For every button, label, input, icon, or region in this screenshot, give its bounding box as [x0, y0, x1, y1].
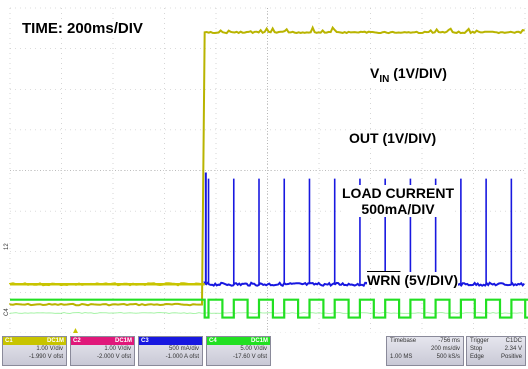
trigger-panel[interactable]: Trigger C1DC Stop 2.34 V Edge Positive — [466, 336, 526, 366]
ch4-noise — [9, 311, 524, 315]
channel-panel-c4[interactable]: C4 DC1M 5.00 V/div -17.60 V ofst — [206, 336, 271, 366]
load-label-line1: LOAD CURRENT — [342, 185, 454, 202]
load-label-line2: 500mA/DIV — [342, 201, 454, 218]
vin-trace — [9, 25, 525, 307]
time-per-div-label: TIME: 200ms/DIV — [22, 20, 143, 38]
load-current-baseline — [203, 280, 525, 288]
wrn-trace — [10, 298, 528, 319]
status-bar: C1 DC1M 1.00 V/div -1.990 V ofst C2 DC1M 1… — [0, 333, 528, 369]
out-trace-label: OUT (1V/DIV) — [349, 130, 437, 147]
wrn-trace-label: WRN (5V/DIV) — [367, 272, 459, 289]
wrn-label-name: WRN — [367, 272, 401, 288]
wrn-label-tail: (5V/DIV) — [400, 272, 459, 288]
vin-trace-label: VIN (1V/DIV) — [370, 65, 447, 86]
load-current-trace-label: LOAD CURRENT 500mA/DIV — [342, 185, 454, 218]
channel-panel-c1[interactable]: C1 DC1M 1.00 V/div -1.990 V ofst — [2, 336, 67, 366]
channel-marker-ch4: C4 — [4, 308, 10, 316]
vin-label-main: V — [370, 65, 380, 81]
vin-label-subscript: IN — [379, 74, 390, 85]
trigger-marker-icon — [73, 328, 78, 333]
channel-marker-ch2: 12 — [4, 243, 10, 250]
channel-panel-c2[interactable]: C2 DC1M 1.00 V/div -2.000 V ofst — [70, 336, 135, 366]
channel-panel-c3[interactable]: C3 500 mA/div -1.000 A ofst — [138, 336, 203, 366]
timebase-panel[interactable]: Timebase -756 ms 200 ms/div 1.00 MS 500 kS… — [386, 336, 464, 366]
vin-label-tail: (1V/DIV) — [389, 65, 447, 81]
